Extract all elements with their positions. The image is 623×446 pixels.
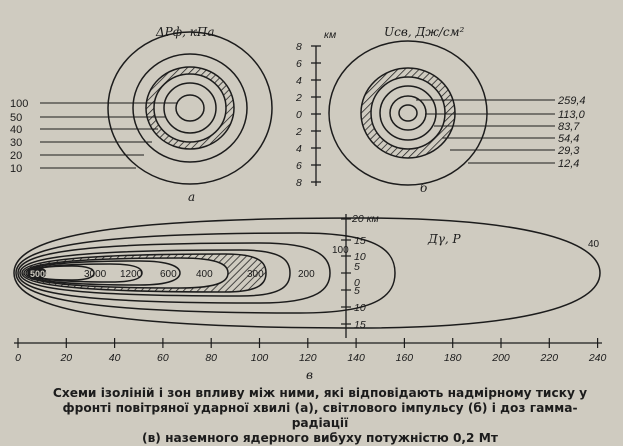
a-value: 50 <box>10 112 22 124</box>
c-x-tick-label: 20 <box>59 352 72 364</box>
c-x-tick-label: 180 <box>444 352 462 364</box>
c-y-label: 5 <box>354 261 360 273</box>
b-isoline-259 <box>398 104 418 122</box>
c-y-unit: 20 км <box>351 213 379 225</box>
c-dose-label: 3000 <box>84 269 107 280</box>
scale-label: 4 <box>296 143 302 155</box>
c-x-tick-label: 200 <box>491 352 510 364</box>
b-values: 259,4 113,0 83,7 54,4 29,3 12,4 <box>557 95 586 170</box>
scale-label: 6 <box>296 160 302 172</box>
a-label: ΔPф, кПа <box>155 25 215 39</box>
c-dose-label: 200 <box>298 269 315 280</box>
caption-line: Схеми ізоліній і зон впливу між ними, як… <box>52 386 588 400</box>
c-isoline-3000 <box>27 263 143 283</box>
c-isoline-300 <box>19 249 291 297</box>
a-isoline-100 <box>175 94 205 122</box>
scale-label: 4 <box>296 75 302 87</box>
b-isoline-54 <box>370 76 446 150</box>
figure: ΔPф, кПа а 100 50 40 30 20 10 км 8 6 4 2… <box>10 25 607 382</box>
c-isoline-200 <box>17 242 331 304</box>
c-x-tick-label: 40 <box>109 352 121 364</box>
c-label: Дγ, Р <box>427 232 462 246</box>
b-isoline-12 <box>328 40 488 186</box>
vertical-scale <box>311 45 321 186</box>
c-x-tick-label: 160 <box>396 352 414 364</box>
c-dose-label: 40 <box>588 239 600 250</box>
c-dose-label: 300 <box>247 269 264 280</box>
a-value: 40 <box>10 124 22 136</box>
c-y-label: 10 <box>354 251 366 263</box>
scale-label: 8 <box>296 41 302 53</box>
caption-line: (в) наземного ядерного вибуху потужністю… <box>142 431 498 445</box>
c-dose-label: 400 <box>196 269 213 280</box>
a-isoline-50 <box>163 82 217 134</box>
c-dose-label: 5000 <box>30 269 50 279</box>
c-x-tick-label: 60 <box>157 352 169 364</box>
b-value: 29,3 <box>557 145 580 157</box>
c-dose-label: 600 <box>160 269 177 280</box>
a-value: 100 <box>10 98 28 110</box>
a-isoline-10 <box>107 31 273 185</box>
caption-line: фронті повітряної ударної хвилі (а), сві… <box>62 401 578 430</box>
a-isoline-20 <box>132 53 248 163</box>
scale-label: 0 <box>296 109 302 121</box>
scale-label: 8 <box>296 177 302 189</box>
b-isoline-83 <box>379 85 437 141</box>
c-y-label: 15 <box>354 319 366 331</box>
a-value: 10 <box>10 163 22 175</box>
b-isoline-113 <box>389 95 427 131</box>
c-dose-labels: 5000 3000 1200 600 400 300 200 100 40 <box>30 239 600 280</box>
figure-caption: Схеми ізоліній і зон впливу між ними, як… <box>40 386 600 446</box>
diagram-a <box>40 31 273 185</box>
a-value: 20 <box>10 150 22 162</box>
scale-unit: км <box>324 29 336 41</box>
c-y-labels: 20 км 15 10 5 0 5 10 15 <box>351 213 379 331</box>
c-y-label: 10 <box>354 302 366 314</box>
b-value: 113,0 <box>558 109 586 121</box>
c-x-tick-label: 80 <box>205 352 217 364</box>
c-x-tick-label: 120 <box>299 352 317 364</box>
b-value: 259,4 <box>557 95 586 107</box>
c-y-label: 0 <box>354 277 360 289</box>
diagram-b <box>328 40 555 186</box>
a-panel-letter: а <box>188 190 195 204</box>
a-isoline-40 <box>153 73 227 143</box>
c-panel-letter: в <box>306 368 313 382</box>
a-values: 100 50 40 30 20 10 <box>10 98 28 175</box>
c-isoline-1200 <box>25 260 181 286</box>
c-isoline-5000 <box>29 265 95 281</box>
c-dose-label: 100 <box>332 245 349 256</box>
b-panel-letter: б <box>420 181 428 195</box>
c-y-label: 5 <box>354 285 360 297</box>
c-epicenter <box>27 267 47 279</box>
b-value: 83,7 <box>558 121 580 133</box>
b-value: 54,4 <box>558 133 579 145</box>
c-x-labels: 0 20 40 60 80 100 120 140 160 180 200 220 240 <box>15 352 606 364</box>
b-label: Uсв, Дж/см² <box>384 25 465 39</box>
c-x-tick-label: 240 <box>588 352 607 364</box>
c-y-label: 15 <box>354 235 366 247</box>
c-x-ticks <box>17 338 599 348</box>
b-value: 12,4 <box>558 158 579 170</box>
c-x-tick-label: 100 <box>251 352 269 364</box>
vertical-scale-labels: км 8 6 4 2 0 2 4 6 8 <box>295 29 336 189</box>
scale-label: 6 <box>296 58 302 70</box>
c-dose-label: 1200 <box>120 269 143 280</box>
scale-label: 2 <box>295 92 302 104</box>
scale-label: 2 <box>295 126 302 138</box>
c-x-tick-label: 0 <box>15 352 21 364</box>
c-isoline-100 <box>15 232 396 314</box>
c-x-tick-label: 140 <box>347 352 365 364</box>
c-isoline-40 <box>13 217 601 329</box>
c-x-tick-label: 220 <box>540 352 559 364</box>
a-value: 30 <box>10 137 22 149</box>
